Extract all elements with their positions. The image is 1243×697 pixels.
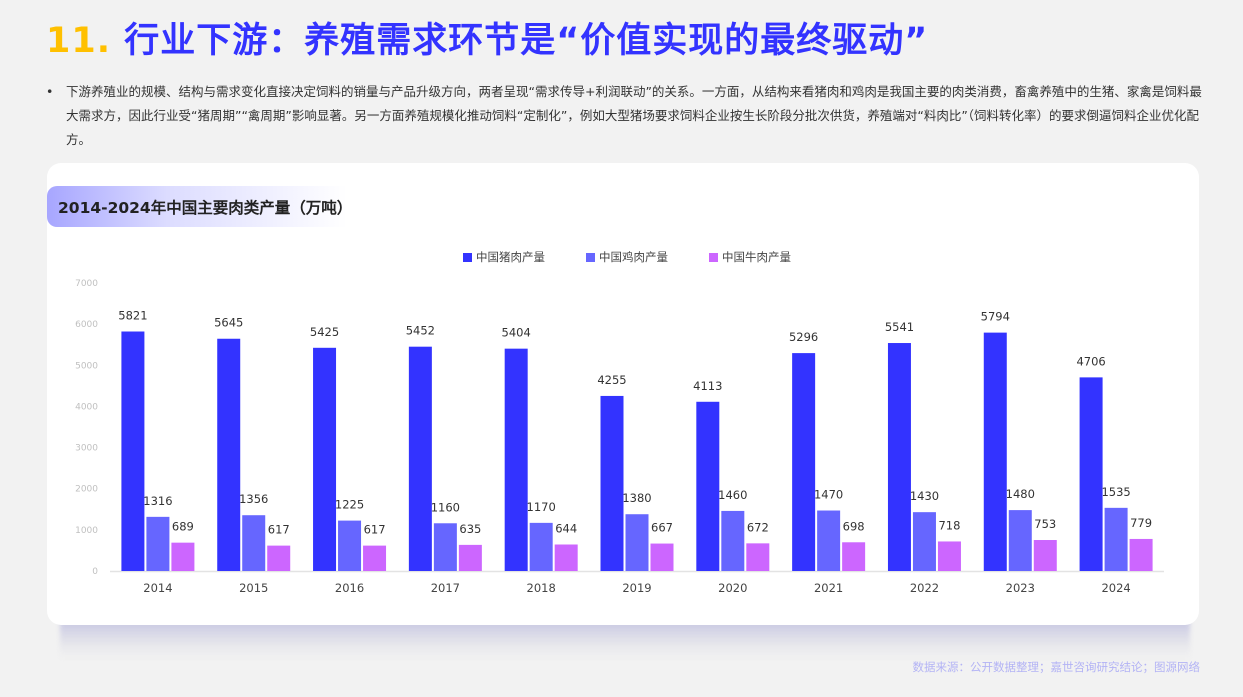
legend-item-chicken[interactable]: 中国鸡肉产量 <box>586 249 668 265</box>
description-text: 下游养殖业的规模、结构与需求变化直接决定饲料的销量与产品升级方向，两者呈现“需求… <box>66 84 1202 147</box>
legend-swatch-pork <box>463 252 472 262</box>
bullet-dot: • <box>46 84 54 99</box>
legend-item-beef[interactable]: 中国牛肉产量 <box>709 249 791 265</box>
chart-legend: 中国猪肉产量 中国鸡肉产量 中国牛肉产量 <box>0 249 1243 265</box>
card-shadow <box>60 620 1190 660</box>
legend-swatch-beef <box>709 252 718 262</box>
chart-card: 2014-2024年中国主要肉类产量（万吨） <box>47 163 1199 625</box>
legend-label: 中国鸡肉产量 <box>599 250 668 264</box>
legend-label: 中国猪肉产量 <box>476 250 545 264</box>
chart-title: 2014-2024年中国主要肉类产量（万吨） <box>58 199 353 217</box>
chart-title-banner: 2014-2024年中国主要肉类产量（万吨） <box>47 186 352 227</box>
legend-item-pork[interactable]: 中国猪肉产量 <box>463 249 545 265</box>
data-source: 数据来源：公开数据整理；嘉世咨询研究结论；图源网络 <box>912 660 1201 674</box>
section-number: 11. <box>46 21 112 61</box>
section-title: 行业下游：养殖需求环节是“价值实现的最终驱动” <box>124 21 929 61</box>
legend-label: 中国牛肉产量 <box>722 250 791 264</box>
legend-swatch-chicken <box>586 252 595 262</box>
page-title: 11. 行业下游：养殖需求环节是“价值实现的最终驱动” <box>46 12 928 63</box>
description-bullet: • 下游养殖业的规模、结构与需求变化直接决定饲料的销量与产品升级方向，两者呈现“… <box>46 80 1206 152</box>
